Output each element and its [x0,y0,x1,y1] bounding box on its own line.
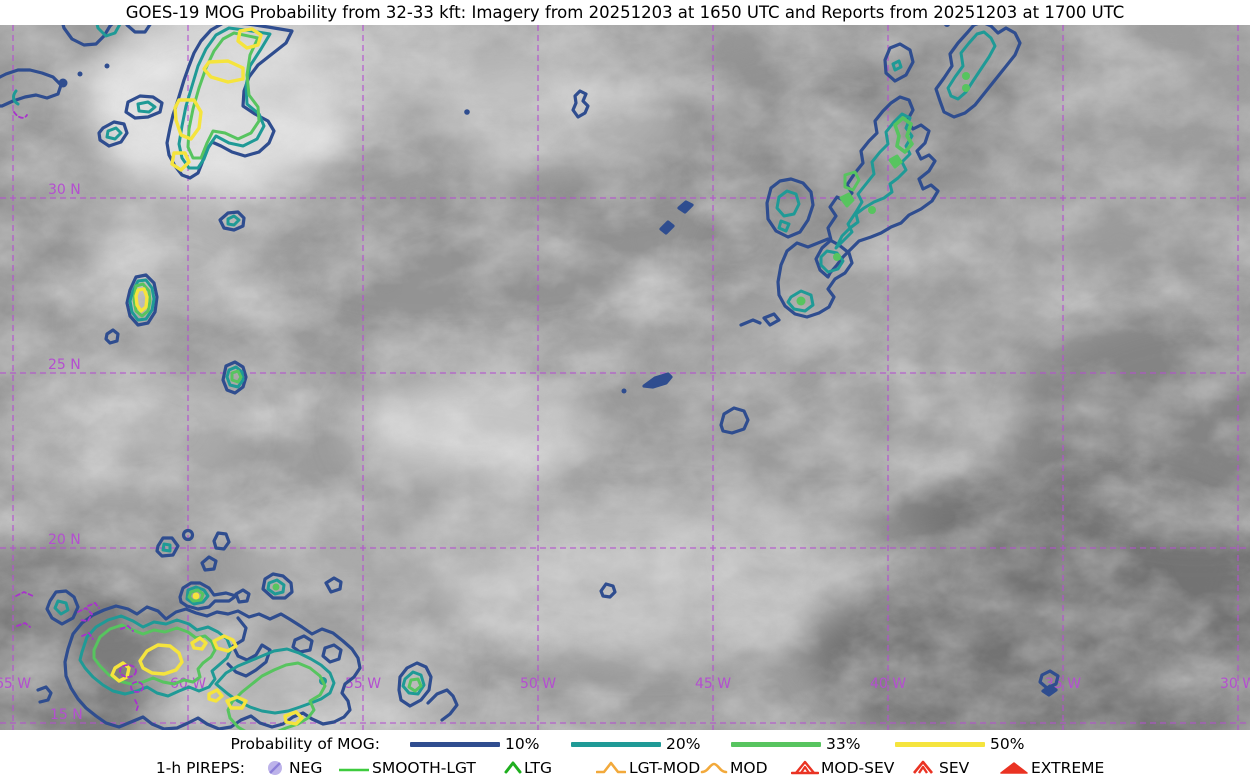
lat-label: 20 N [48,532,81,548]
pirep-label: LGT-MOD [629,759,701,777]
lon-label: 40 W [870,676,906,692]
legend-mog-item-label: 20% [666,735,701,753]
legend-mog: Probability of MOG: 10% 20% 33% 50% [0,732,1250,756]
latlon-grid [0,25,1250,730]
pirep-label: EXTREME [1031,759,1105,777]
lon-label: 30 W [1220,676,1250,692]
pirep-label: MOD [730,759,768,777]
legend-pireps: 1-h PIREPS: NEG SMOOTH-LGT LTG LGT-MOD M… [0,756,1250,780]
satellite-map: 30 N 25 N 20 N 15 N 65 W 60 W 55 W 50 W … [0,25,1250,730]
lon-label: 50 W [520,676,556,692]
lon-label: 45 W [695,676,731,692]
pirep-lgt-mod-icon [596,761,626,774]
pirep-label: LTG [524,759,552,777]
pirep-neg-icon [268,761,282,775]
legend-pireps-title: 1-h PIREPS: [155,759,245,777]
lon-label: 65 W [0,676,31,692]
legend-mog-item-label: 10% [505,735,540,753]
pirep-mod-sev-icon [791,760,819,775]
swatch-50pct [895,742,985,747]
swatch-10pct [410,742,500,747]
lat-label: 25 N [48,357,81,373]
pirep-sev-icon [912,760,934,774]
imagery-background [0,25,1250,730]
pirep-label: NEG [289,759,323,777]
legend-mog-item-label: 50% [990,735,1025,753]
pirep-label: SMOOTH-LGT [372,759,476,777]
contour-group-33pct [92,31,970,730]
page-title: GOES-19 MOG Probability from 32-33 kft: … [125,3,1125,22]
pirep-mod-icon [700,762,728,774]
contour-group-10pct [0,25,1060,730]
pirep-smooth-lgt-icon [339,768,369,772]
contour-group-dashed-purple [13,111,144,713]
legend-mog-item-label: 33% [826,735,861,753]
swatch-33pct [731,742,821,747]
contour-group-20pct [12,25,997,715]
pirep-ltg-icon [504,761,522,774]
lat-label: 15 N [50,707,83,723]
grid-labels: 30 N 25 N 20 N 15 N 65 W 60 W 55 W 50 W … [0,182,1250,723]
legend-mog-title: Probability of MOG: [230,735,380,753]
contour-group-50pct [110,27,304,726]
lat-label: 30 N [48,182,81,198]
swatch-20pct [571,742,661,747]
pirep-label: MOD-SEV [821,759,895,777]
pirep-extreme-icon [1000,762,1028,774]
pirep-label: SEV [939,759,970,777]
lon-label: 55 W [345,676,381,692]
